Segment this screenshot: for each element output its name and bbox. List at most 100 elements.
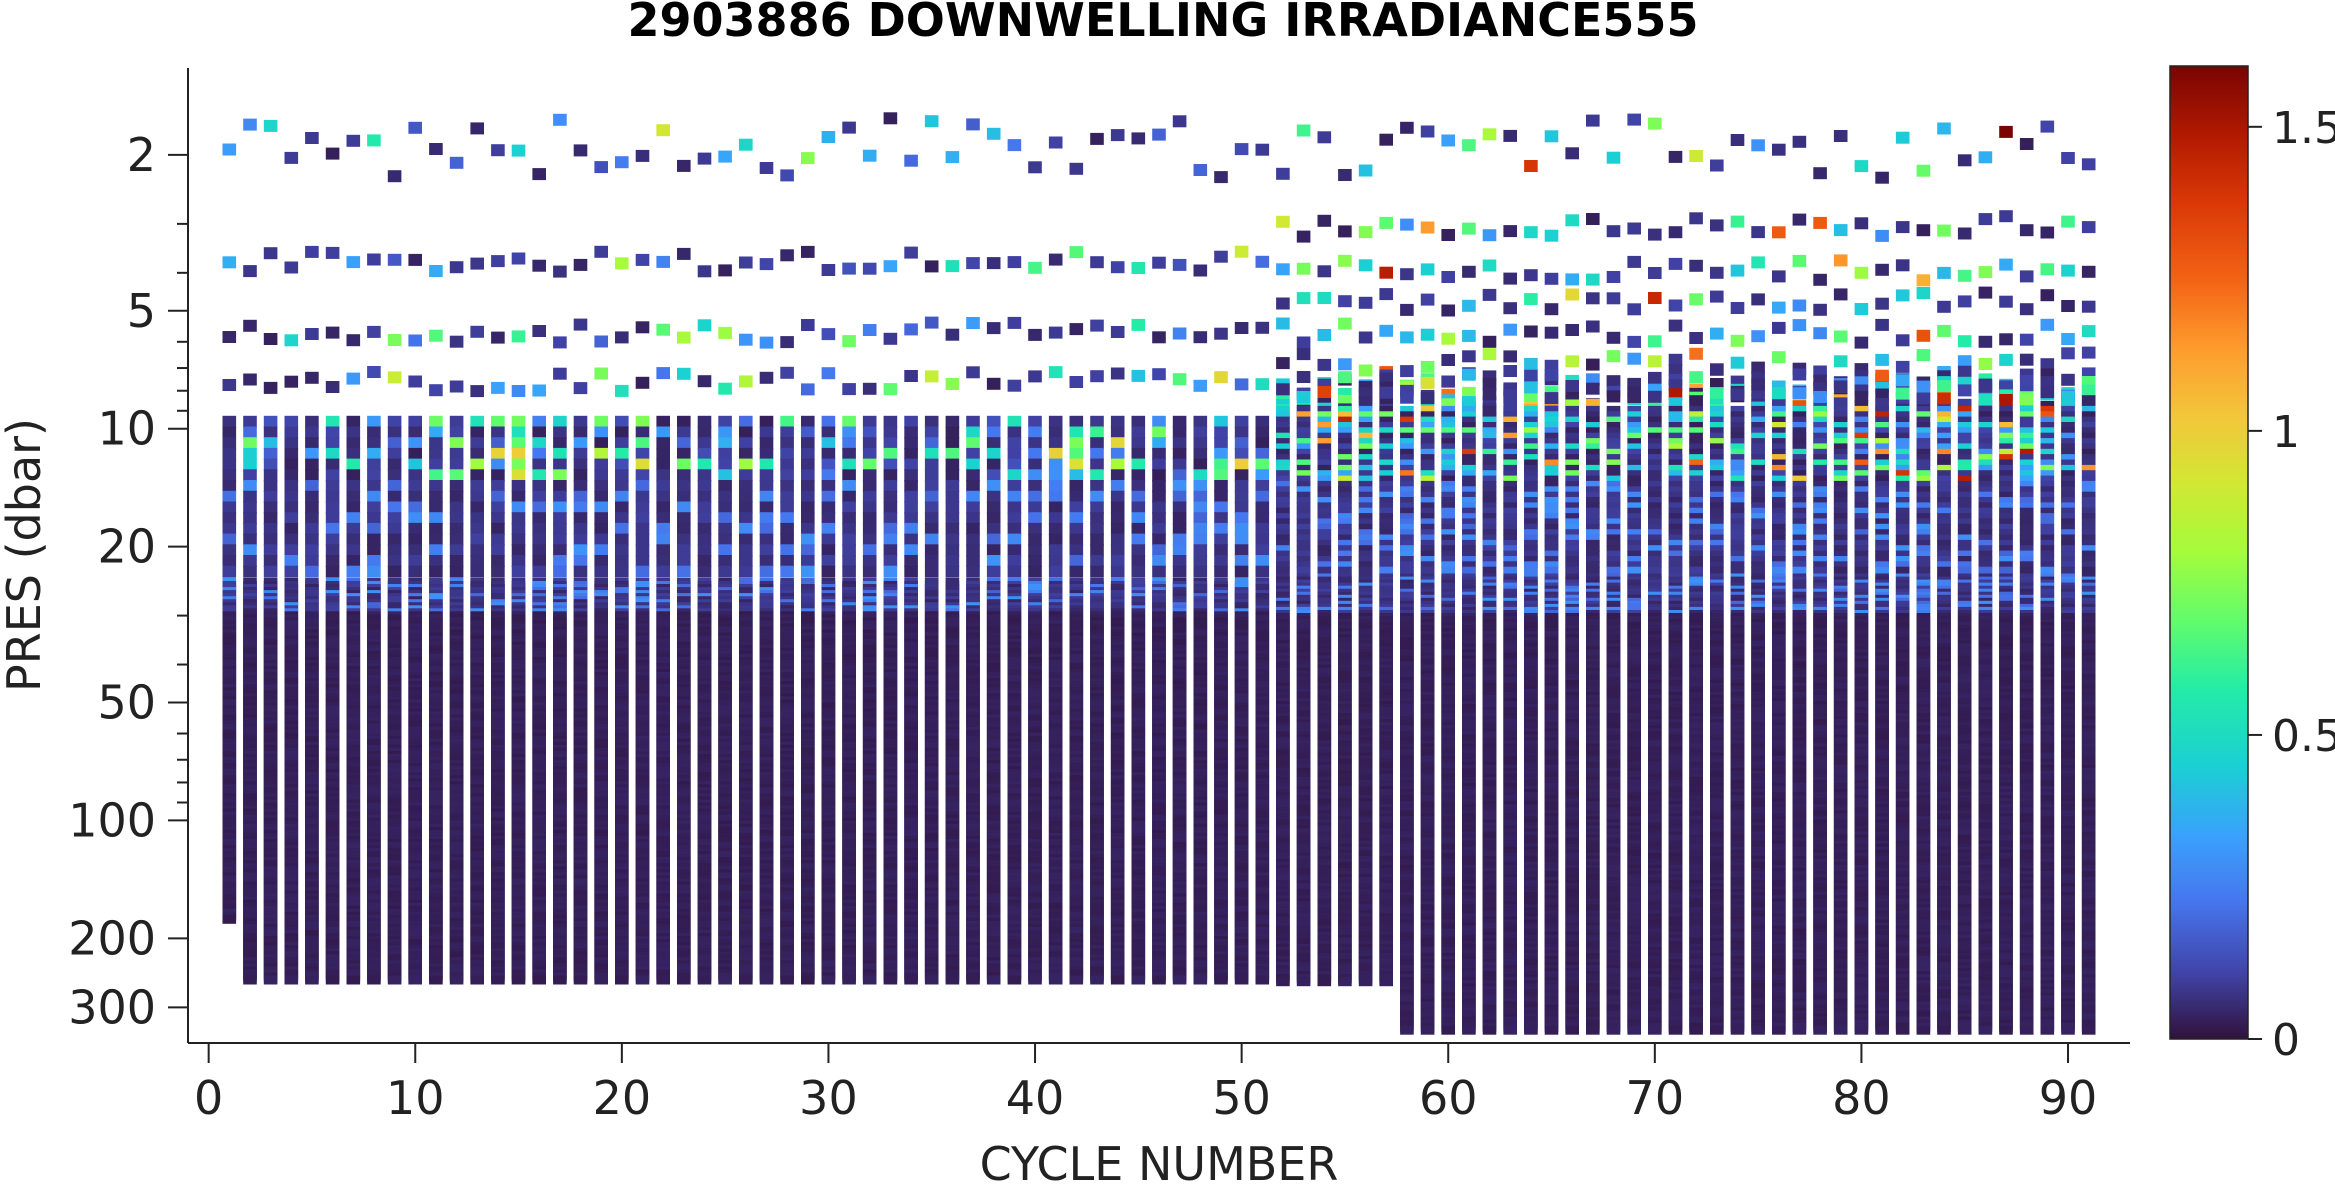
data-point [449, 261, 464, 274]
data-point [553, 113, 567, 126]
data-point [573, 415, 588, 428]
data-point [697, 426, 712, 439]
data-point [284, 447, 299, 460]
data-point [305, 533, 319, 546]
data-point [801, 383, 815, 396]
data-point [801, 555, 815, 567]
data-point [367, 501, 381, 514]
data-point [759, 162, 774, 174]
data-point [367, 565, 381, 578]
data-point [739, 544, 753, 557]
data-point [573, 458, 588, 471]
data-point [739, 458, 753, 471]
data-point [842, 501, 856, 514]
data-point [801, 152, 815, 165]
data-point [449, 533, 464, 546]
data-point [780, 480, 794, 492]
data-point [697, 501, 712, 514]
data-point [594, 437, 608, 450]
data-point [780, 975, 794, 985]
data-point [615, 490, 629, 503]
data-point [284, 480, 299, 492]
data-point [759, 544, 774, 557]
data-point [346, 501, 361, 514]
data-point [284, 512, 299, 525]
data-point [511, 480, 526, 492]
data-point [243, 555, 257, 567]
data-point [656, 533, 670, 546]
data-point [883, 260, 898, 273]
data-point [759, 371, 774, 384]
data-point [429, 975, 443, 985]
data-point [429, 469, 443, 482]
data-point [222, 914, 237, 924]
data-point [408, 490, 422, 503]
data-point [677, 501, 691, 514]
data-point [883, 522, 898, 535]
data-point [573, 490, 588, 503]
data-point [408, 501, 422, 514]
data-point [697, 565, 712, 578]
profile-cycle-5 [305, 132, 319, 985]
data-point [862, 533, 877, 546]
data-point [346, 565, 361, 578]
data-point [615, 512, 629, 525]
data-point [532, 522, 546, 535]
data-point [429, 522, 443, 535]
data-point [325, 458, 340, 471]
data-point [222, 379, 237, 391]
data-point [697, 469, 712, 482]
data-point [842, 522, 856, 535]
data-point [470, 385, 484, 398]
data-point [677, 512, 691, 525]
data-point [821, 426, 836, 439]
data-point [346, 512, 361, 525]
data-point [470, 447, 484, 460]
data-point [429, 533, 443, 546]
data-point [883, 332, 898, 345]
data-point [801, 245, 815, 258]
data-point [284, 415, 299, 428]
data-point [594, 544, 608, 557]
data-point [511, 385, 526, 397]
data-point [263, 381, 278, 394]
data-point [677, 331, 691, 344]
data-point [697, 152, 712, 165]
data-point [862, 480, 877, 492]
data-point [573, 144, 588, 157]
data-point [718, 512, 732, 525]
data-point [284, 501, 299, 514]
data-point [222, 143, 237, 156]
data-point [263, 247, 278, 260]
data-point [325, 975, 340, 985]
data-point [759, 501, 774, 514]
data-point [367, 544, 381, 557]
data-point [573, 565, 588, 578]
data-point [243, 522, 257, 535]
data-point [367, 480, 381, 492]
data-point [263, 333, 278, 345]
data-point [553, 458, 567, 471]
data-point [346, 447, 361, 460]
profile-cycle-22 [656, 124, 670, 985]
data-point [635, 490, 650, 503]
data-point [883, 975, 898, 985]
data-point [263, 565, 278, 578]
data-point [801, 469, 815, 482]
data-point [222, 512, 237, 525]
data-point [243, 458, 257, 471]
data-point [243, 447, 257, 460]
data-point [718, 437, 732, 450]
data-point [532, 512, 546, 525]
data-point [821, 975, 836, 985]
data-point [553, 480, 567, 492]
data-point [759, 336, 774, 349]
data-point [367, 533, 381, 546]
data-point [883, 544, 898, 557]
data-point [449, 480, 464, 492]
data-point [325, 555, 340, 567]
data-point [305, 245, 319, 258]
profile-cycle-26 [739, 138, 753, 985]
data-point [387, 533, 402, 546]
data-point [222, 533, 237, 546]
